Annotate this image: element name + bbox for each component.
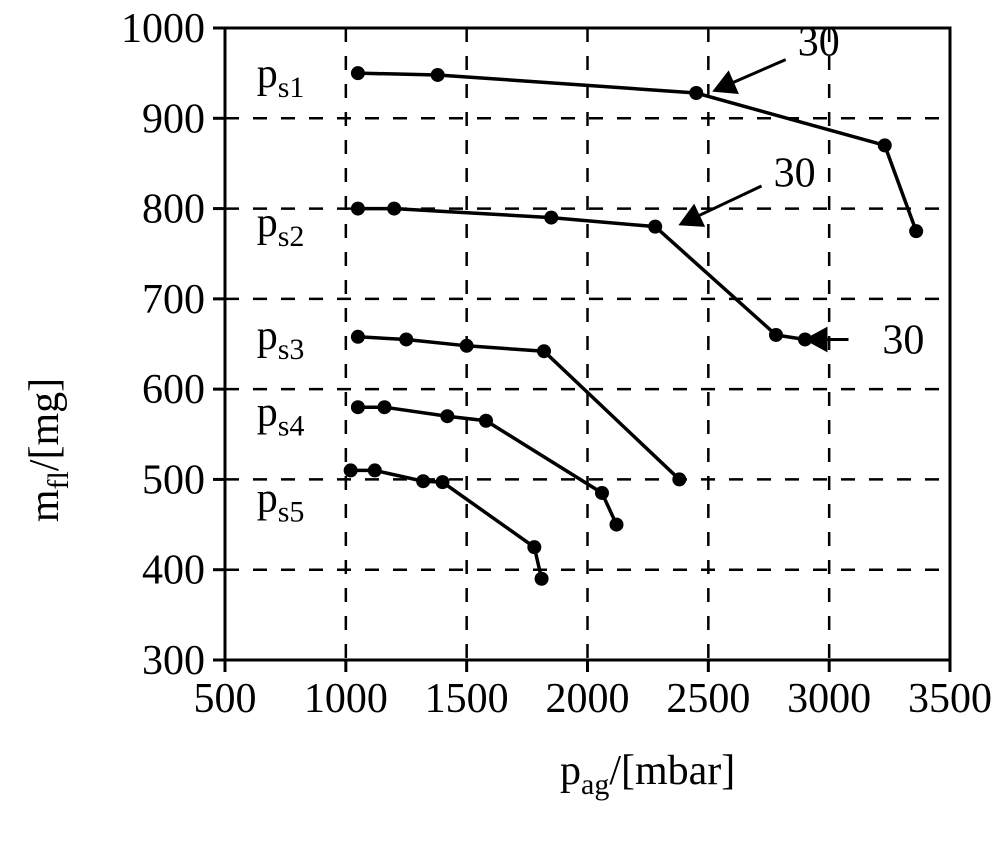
ytick-label: 300 (142, 638, 205, 684)
data-point (909, 224, 923, 238)
annotation-label: 30 (882, 317, 924, 363)
data-point (535, 572, 549, 586)
ytick-label: 900 (142, 96, 205, 142)
data-point (351, 202, 365, 216)
xtick-label: 2500 (666, 676, 750, 722)
data-point (344, 463, 358, 477)
data-point (436, 475, 450, 489)
data-point (537, 344, 551, 358)
series-label: ps2 (257, 200, 305, 253)
x-axis-label: pag/[mbar] (560, 748, 735, 801)
xtick-label: 3500 (908, 676, 992, 722)
series-label: ps5 (257, 475, 305, 528)
data-point (672, 472, 686, 486)
data-point (479, 414, 493, 428)
data-point (351, 66, 365, 80)
series-line-2 (358, 209, 805, 340)
xtick-label: 1000 (304, 676, 388, 722)
arrowhead-icon (805, 327, 827, 351)
ytick-label: 500 (142, 457, 205, 503)
xtick-label: 1500 (425, 676, 509, 722)
series-line-1 (358, 73, 916, 231)
series-label: ps3 (257, 313, 305, 366)
data-point (544, 211, 558, 225)
annotation-arrow (733, 60, 785, 83)
xtick-label: 2000 (546, 676, 630, 722)
xtick-label: 3000 (787, 676, 871, 722)
data-point (878, 138, 892, 152)
ytick-label: 800 (142, 187, 205, 233)
chart-svg: 5001000150020002500300035003004005006007… (0, 0, 1000, 841)
data-point (416, 474, 430, 488)
data-point (368, 463, 382, 477)
data-point (378, 400, 392, 414)
data-point (610, 518, 624, 532)
ytick-label: 600 (142, 367, 205, 413)
svg-text:mfl/[mg]: mfl/[mg] (22, 378, 75, 522)
data-point (769, 328, 783, 342)
ytick-label: 1000 (121, 6, 205, 52)
chart-container: 5001000150020002500300035003004005006007… (0, 0, 1000, 841)
data-point (351, 330, 365, 344)
data-point (351, 400, 365, 414)
series-line-3 (358, 337, 679, 480)
data-point (648, 220, 662, 234)
data-point (595, 486, 609, 500)
svg-text:pag/[mbar]: pag/[mbar] (560, 748, 735, 801)
data-point (460, 339, 474, 353)
data-point (689, 86, 703, 100)
series-label: ps4 (257, 390, 305, 443)
data-point (527, 540, 541, 554)
data-point (399, 332, 413, 346)
annotation-label: 30 (774, 150, 816, 196)
data-point (440, 409, 454, 423)
data-point (387, 202, 401, 216)
y-axis-label: mfl/[mg] (22, 378, 75, 522)
ytick-label: 700 (142, 277, 205, 323)
annotation-label: 30 (798, 20, 840, 66)
series-label: ps1 (257, 51, 305, 104)
ytick-label: 400 (142, 548, 205, 594)
data-point (431, 68, 445, 82)
